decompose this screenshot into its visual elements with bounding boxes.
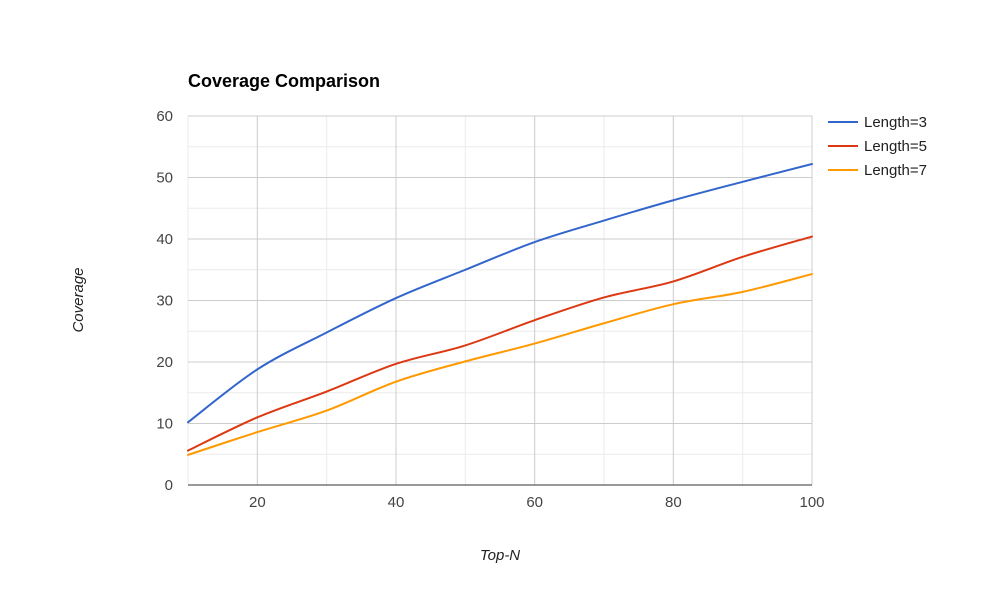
- legend-label: Length=5: [864, 138, 927, 155]
- legend-item: Length=5: [828, 138, 927, 155]
- y-tick-label: 20: [156, 354, 173, 371]
- y-tick-label: 50: [156, 170, 173, 187]
- major-gridlines: [188, 115, 813, 486]
- y-axis-ticks: 0 10 20 30 40 50 60: [156, 108, 173, 494]
- x-axis-title: Top-N: [480, 547, 520, 564]
- x-tick-label: 100: [799, 494, 824, 511]
- x-tick-label: 40: [388, 494, 405, 511]
- chart-title: Coverage Comparison: [188, 71, 380, 91]
- legend-label: Length=7: [864, 162, 927, 179]
- y-tick-label: 60: [156, 108, 173, 125]
- x-tick-label: 60: [526, 494, 543, 511]
- legend-label: Length=3: [864, 114, 927, 131]
- series-line-3: [187, 273, 813, 456]
- legend: Length=3 Length=5 Length=7: [828, 114, 927, 179]
- legend-item: Length=7: [828, 162, 927, 179]
- series-lines: [187, 162, 813, 456]
- y-axis-title: Coverage: [70, 267, 87, 332]
- y-tick-label: 40: [156, 231, 173, 248]
- series-line-2: [187, 235, 813, 452]
- x-tick-label: 20: [249, 494, 266, 511]
- y-tick-label: 30: [156, 293, 173, 310]
- y-tick-label: 10: [156, 416, 173, 433]
- legend-item: Length=3: [828, 114, 927, 131]
- series-line-1: [187, 162, 813, 424]
- x-tick-label: 80: [665, 494, 682, 511]
- y-tick-label: 0: [165, 477, 173, 494]
- x-axis-ticks: 20 40 60 80 100: [249, 494, 825, 511]
